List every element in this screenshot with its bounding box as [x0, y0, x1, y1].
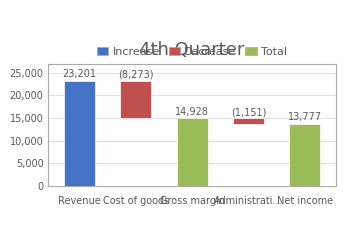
Text: (8,273): (8,273)	[118, 69, 154, 79]
Title: 4th Quarter: 4th Quarter	[139, 41, 245, 59]
Text: (1,151): (1,151)	[231, 107, 266, 117]
Text: Net income: Net income	[276, 196, 333, 206]
Text: Gross margin: Gross margin	[160, 196, 225, 206]
Text: 14,928: 14,928	[175, 107, 209, 117]
Text: 23,201: 23,201	[62, 69, 97, 79]
Bar	[289, 123, 320, 186]
Text: Revenue: Revenue	[58, 196, 101, 206]
Bar	[120, 81, 151, 118]
Bar	[176, 118, 208, 186]
Bar	[64, 81, 95, 186]
Text: 13,777: 13,777	[288, 112, 322, 122]
Legend: Increase, Decrease, Total: Increase, Decrease, Total	[93, 42, 291, 61]
Text: Cost of goods: Cost of goods	[103, 196, 169, 206]
Text: Administrati...: Administrati...	[214, 196, 283, 206]
Bar	[233, 118, 264, 123]
